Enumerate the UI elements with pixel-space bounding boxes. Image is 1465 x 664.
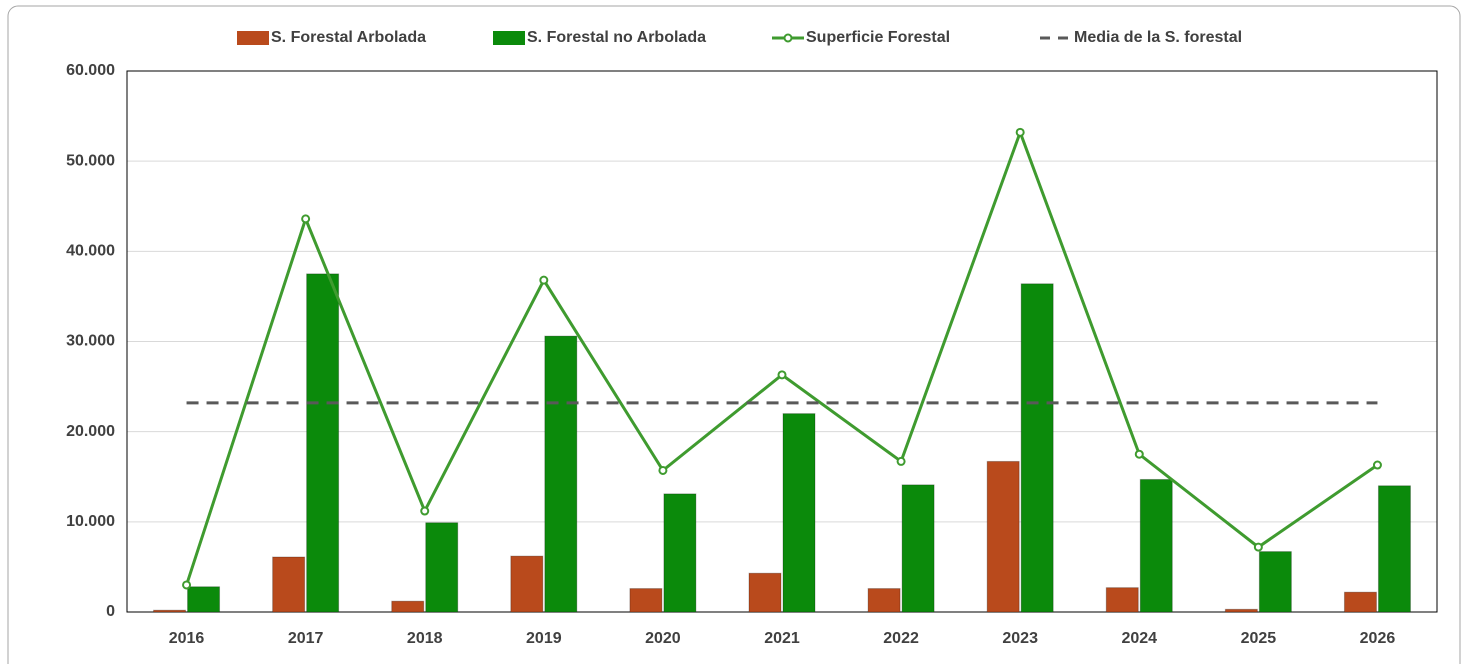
bar [1139, 478, 1173, 613]
legend-swatch [237, 31, 269, 45]
line-marker [1372, 460, 1382, 470]
bar [1224, 608, 1258, 613]
x-tick-label: 2026 [1360, 630, 1396, 647]
x-tick-label: 2022 [883, 630, 919, 647]
bar [1105, 587, 1139, 613]
y-tick-label: 0 [106, 603, 115, 620]
bar [629, 588, 663, 613]
y-tick-label: 30.000 [66, 333, 115, 350]
x-tick-label: 2016 [169, 630, 205, 647]
bar [1343, 591, 1377, 613]
line-marker [182, 580, 192, 590]
legend-label: Media de la S. forestal [1074, 29, 1242, 46]
bar [544, 335, 578, 613]
x-tick-label: 2018 [407, 630, 443, 647]
legend-marker [783, 33, 793, 43]
line-marker [420, 506, 430, 516]
chart-frame [7, 5, 1461, 664]
bar [782, 413, 816, 613]
y-tick-label: 10.000 [66, 513, 115, 530]
x-tick-label: 2020 [645, 630, 681, 647]
plot-frame [126, 70, 1438, 613]
legend-label: Superficie Forestal [806, 29, 950, 46]
y-tick-label: 20.000 [66, 423, 115, 440]
bar [272, 556, 306, 613]
bar [510, 555, 544, 613]
y-tick-label: 60.000 [66, 62, 115, 79]
legend-label: S. Forestal Arbolada [271, 29, 426, 46]
line-marker [658, 465, 668, 475]
bar [187, 586, 221, 613]
line-marker [896, 456, 906, 466]
bar [306, 273, 340, 613]
line-marker [301, 214, 311, 224]
bar [901, 484, 935, 613]
bar [663, 493, 697, 613]
line-marker [1134, 449, 1144, 459]
bar [867, 588, 901, 613]
x-tick-label: 2019 [526, 630, 562, 647]
bar [748, 572, 782, 613]
x-tick-label: 2021 [764, 630, 800, 647]
line-marker [777, 370, 787, 380]
bar [1020, 283, 1054, 613]
x-tick-label: 2024 [1121, 630, 1157, 647]
x-tick-label: 2017 [288, 630, 324, 647]
x-tick-label: 2023 [1002, 630, 1038, 647]
x-tick-label: 2025 [1241, 630, 1277, 647]
bar [1258, 551, 1292, 613]
bar [153, 609, 187, 613]
y-tick-label: 40.000 [66, 243, 115, 260]
line-marker [539, 275, 549, 285]
bar [986, 460, 1020, 613]
bar [1377, 485, 1411, 613]
line-marker [1253, 542, 1263, 552]
legend-label: S. Forestal no Arbolada [527, 29, 706, 46]
legend-swatch [493, 31, 525, 45]
y-tick-label: 50.000 [66, 152, 115, 169]
bar [425, 522, 459, 613]
bar [391, 600, 425, 613]
line-marker [1015, 127, 1025, 137]
